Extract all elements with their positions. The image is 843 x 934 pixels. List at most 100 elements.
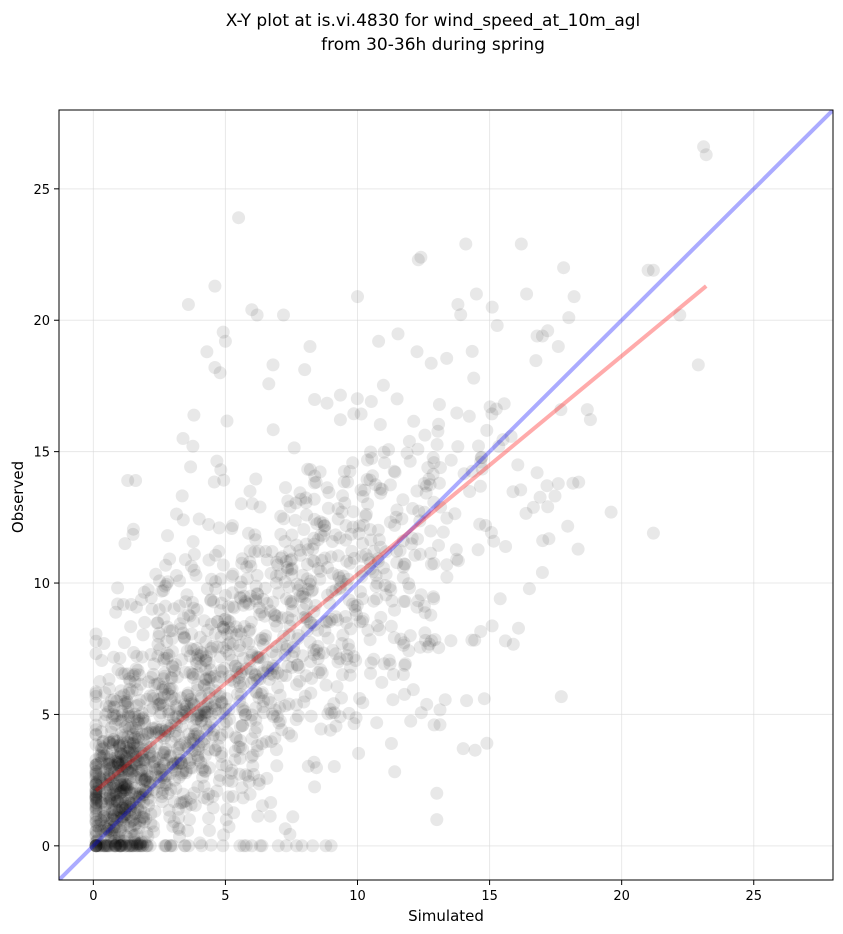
data-point bbox=[111, 663, 125, 677]
data-point bbox=[251, 587, 265, 601]
data-point bbox=[232, 644, 246, 658]
data-point bbox=[230, 665, 244, 679]
data-point bbox=[232, 671, 246, 685]
data-point bbox=[110, 709, 123, 723]
data-point bbox=[313, 465, 327, 479]
data-point bbox=[180, 644, 194, 658]
data-point bbox=[146, 721, 160, 735]
data-point bbox=[134, 768, 148, 782]
data-point bbox=[211, 739, 225, 753]
data-point bbox=[451, 554, 465, 568]
data-point bbox=[249, 669, 262, 682]
data-point bbox=[220, 802, 234, 816]
data-point bbox=[90, 819, 104, 833]
data-point bbox=[110, 694, 124, 708]
data-point bbox=[113, 839, 127, 853]
data-point bbox=[171, 802, 185, 816]
data-point bbox=[110, 734, 124, 748]
data-point bbox=[111, 836, 125, 850]
data-point bbox=[250, 587, 264, 601]
data-point bbox=[170, 507, 183, 521]
data-point bbox=[432, 417, 446, 431]
data-point bbox=[155, 722, 168, 736]
data-point bbox=[104, 721, 118, 734]
data-point bbox=[129, 770, 143, 784]
data-point bbox=[102, 736, 116, 749]
data-point bbox=[119, 757, 133, 771]
data-point bbox=[202, 787, 216, 801]
data-point bbox=[126, 764, 140, 777]
data-point bbox=[219, 644, 233, 658]
y-tick-label: 25 bbox=[33, 183, 50, 198]
data-point bbox=[184, 460, 198, 474]
data-point bbox=[541, 324, 555, 338]
data-point bbox=[102, 768, 116, 782]
data-point bbox=[151, 752, 165, 765]
data-point bbox=[89, 791, 103, 805]
data-point bbox=[265, 645, 279, 659]
data-point bbox=[473, 517, 487, 531]
data-point bbox=[212, 774, 226, 788]
data-point bbox=[299, 669, 313, 683]
data-point bbox=[108, 717, 122, 731]
data-point bbox=[151, 616, 165, 630]
data-point bbox=[214, 670, 228, 684]
data-point bbox=[130, 649, 144, 663]
data-point bbox=[159, 839, 173, 853]
data-point bbox=[296, 611, 310, 625]
data-point bbox=[489, 402, 503, 416]
data-point bbox=[202, 673, 216, 687]
data-point bbox=[153, 574, 166, 588]
data-point bbox=[124, 755, 138, 769]
data-point bbox=[373, 481, 387, 495]
data-point bbox=[279, 592, 293, 606]
data-point bbox=[174, 720, 188, 733]
data-point bbox=[147, 825, 161, 839]
data-point bbox=[101, 796, 115, 810]
data-point bbox=[303, 577, 317, 591]
data-point bbox=[175, 704, 189, 718]
data-point bbox=[147, 783, 160, 796]
data-point bbox=[158, 579, 172, 593]
data-point bbox=[118, 839, 132, 853]
data-point bbox=[292, 628, 306, 642]
data-point bbox=[126, 746, 140, 760]
data-point bbox=[158, 724, 172, 738]
data-point bbox=[299, 597, 313, 611]
data-point bbox=[374, 486, 388, 500]
data-point bbox=[110, 749, 124, 763]
data-point bbox=[114, 690, 128, 704]
data-point bbox=[115, 726, 129, 740]
data-point bbox=[264, 667, 277, 681]
data-point bbox=[99, 785, 112, 799]
data-point bbox=[89, 753, 103, 767]
data-point bbox=[233, 734, 247, 747]
data-point bbox=[89, 792, 103, 806]
data-point bbox=[499, 540, 513, 553]
data-point bbox=[215, 665, 229, 679]
data-point bbox=[161, 787, 175, 800]
data-point bbox=[304, 616, 318, 630]
data-point bbox=[311, 562, 325, 575]
data-point bbox=[89, 839, 103, 853]
data-point bbox=[114, 684, 128, 698]
data-point bbox=[418, 606, 432, 620]
data-point bbox=[102, 672, 116, 686]
data-point bbox=[124, 796, 138, 810]
data-point bbox=[107, 776, 121, 790]
data-point bbox=[554, 690, 568, 704]
data-point bbox=[332, 571, 346, 585]
data-point bbox=[111, 779, 125, 793]
data-point bbox=[133, 836, 147, 850]
data-point bbox=[178, 665, 192, 679]
data-point bbox=[194, 689, 208, 703]
data-point bbox=[242, 526, 255, 540]
data-point bbox=[89, 827, 103, 841]
data-point bbox=[128, 757, 142, 771]
data-point bbox=[155, 790, 169, 804]
data-point bbox=[137, 742, 151, 756]
data-point bbox=[204, 671, 217, 685]
data-point bbox=[329, 647, 343, 661]
data-point bbox=[173, 574, 186, 588]
data-point bbox=[197, 703, 211, 717]
